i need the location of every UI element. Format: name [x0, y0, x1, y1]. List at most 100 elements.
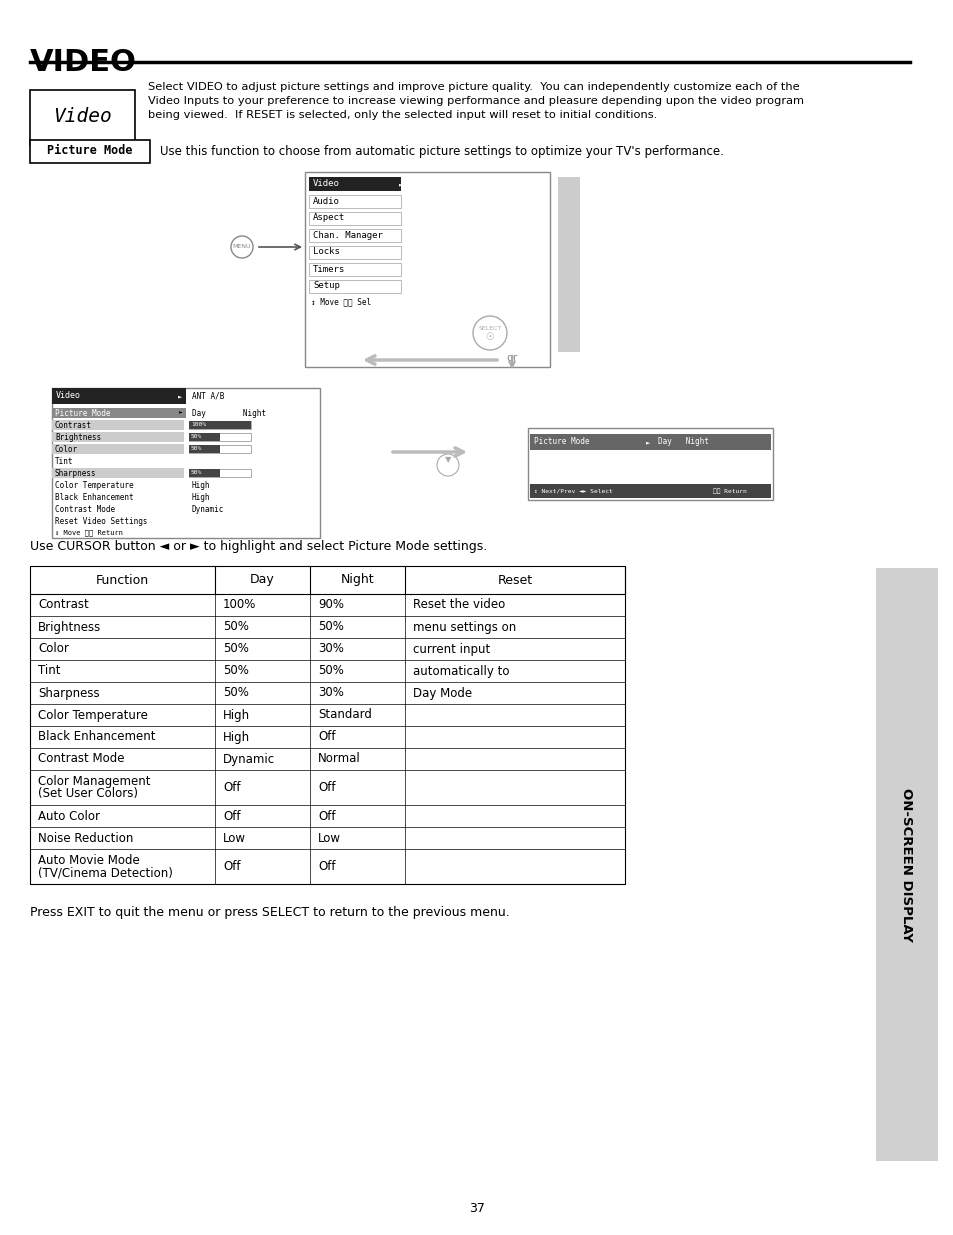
- FancyBboxPatch shape: [52, 388, 319, 538]
- Text: Picture Mode: Picture Mode: [55, 409, 111, 417]
- Text: Off: Off: [317, 730, 335, 743]
- Text: Sharpness: Sharpness: [55, 468, 96, 478]
- Text: Contrast: Contrast: [38, 599, 89, 611]
- Text: 30%: 30%: [317, 687, 343, 699]
- Text: Black Enhancement: Black Enhancement: [38, 730, 155, 743]
- Text: Day        Night: Day Night: [192, 409, 266, 417]
- Text: 30%: 30%: [317, 642, 343, 656]
- Text: Video: Video: [313, 179, 339, 189]
- Bar: [558, 177, 579, 352]
- Text: Contrast Mode: Contrast Mode: [55, 505, 115, 514]
- Text: Auto Color: Auto Color: [38, 809, 100, 823]
- Bar: [309, 228, 400, 242]
- Text: Dynamic: Dynamic: [192, 505, 224, 514]
- Text: VIDEO: VIDEO: [30, 48, 136, 77]
- Text: Tint: Tint: [38, 664, 60, 678]
- Text: Select VIDEO to adjust picture settings and improve picture quality.  You can in: Select VIDEO to adjust picture settings …: [148, 82, 799, 91]
- Text: Reset: Reset: [497, 573, 532, 587]
- Bar: [52, 388, 186, 404]
- Text: Day   Night: Day Night: [658, 437, 708, 447]
- Text: Standard: Standard: [317, 709, 372, 721]
- Text: menu settings on: menu settings on: [413, 620, 516, 634]
- Text: Brightness: Brightness: [55, 432, 101, 441]
- Text: 37: 37: [469, 1202, 484, 1214]
- FancyBboxPatch shape: [30, 140, 150, 163]
- Bar: [189, 433, 251, 441]
- Text: High: High: [223, 709, 250, 721]
- Text: Press EXIT to quit the menu or press SELECT to return to the previous menu.: Press EXIT to quit the menu or press SEL…: [30, 906, 509, 919]
- Text: Color Temperature: Color Temperature: [55, 480, 133, 489]
- Bar: [309, 246, 400, 259]
- Text: ON-SCREEN DISPLAY: ON-SCREEN DISPLAY: [900, 788, 912, 941]
- Text: 50%: 50%: [191, 433, 202, 438]
- Text: 50%: 50%: [317, 664, 343, 678]
- Bar: [309, 280, 400, 293]
- Bar: [189, 421, 251, 429]
- Text: 50%: 50%: [191, 446, 202, 451]
- Bar: [52, 468, 184, 478]
- Text: Setup: Setup: [313, 282, 339, 290]
- Text: Audio: Audio: [313, 196, 339, 205]
- Text: Contrast: Contrast: [55, 420, 91, 430]
- Bar: [52, 420, 184, 430]
- Text: Night: Night: [340, 573, 374, 587]
- Text: High: High: [192, 480, 211, 489]
- Bar: [309, 263, 400, 275]
- Text: SELECT: SELECT: [477, 326, 501, 331]
- Bar: [52, 408, 186, 417]
- Text: 50%: 50%: [223, 642, 249, 656]
- Text: High: High: [223, 730, 250, 743]
- Text: 50%: 50%: [223, 664, 249, 678]
- Text: ►: ►: [645, 438, 650, 445]
- Text: Chan. Manager: Chan. Manager: [313, 231, 382, 240]
- Text: 90%: 90%: [317, 599, 344, 611]
- Text: ☉: ☉: [485, 332, 494, 342]
- Text: ANT A/B: ANT A/B: [192, 391, 224, 400]
- Text: being viewed.  If RESET is selected, only the selected input will reset to initi: being viewed. If RESET is selected, only…: [148, 110, 657, 120]
- Text: Color Management: Color Management: [38, 776, 151, 788]
- Text: Timers: Timers: [313, 264, 345, 273]
- Text: 50%: 50%: [223, 687, 249, 699]
- Text: Low: Low: [223, 831, 246, 845]
- Text: Low: Low: [317, 831, 340, 845]
- Bar: [189, 445, 251, 453]
- Text: ⓈⓁ Return: ⓈⓁ Return: [712, 488, 746, 494]
- Text: ►: ►: [179, 410, 183, 415]
- Text: ↕ Move ⓈⓁ Return: ↕ Move ⓈⓁ Return: [55, 530, 123, 536]
- Text: Noise Reduction: Noise Reduction: [38, 831, 133, 845]
- Text: Use this function to choose from automatic picture settings to optimize your TV': Use this function to choose from automat…: [160, 144, 723, 158]
- FancyBboxPatch shape: [527, 429, 772, 500]
- Text: Tint: Tint: [55, 457, 73, 466]
- Text: Reset the video: Reset the video: [413, 599, 505, 611]
- Bar: [52, 432, 184, 442]
- Text: 50%: 50%: [317, 620, 343, 634]
- Text: 100%: 100%: [191, 421, 206, 426]
- Text: Function: Function: [96, 573, 149, 587]
- Text: Color: Color: [38, 642, 69, 656]
- Text: current input: current input: [413, 642, 490, 656]
- Text: Off: Off: [317, 781, 335, 794]
- Text: Off: Off: [223, 860, 240, 873]
- Text: MENU: MENU: [233, 245, 251, 249]
- Text: Reset Video Settings: Reset Video Settings: [55, 516, 148, 526]
- Text: Contrast Mode: Contrast Mode: [38, 752, 125, 766]
- Text: ↕ Move ⓈⓁ Sel: ↕ Move ⓈⓁ Sel: [311, 298, 371, 306]
- Bar: [309, 195, 400, 207]
- Text: Auto Movie Mode: Auto Movie Mode: [38, 853, 139, 867]
- Text: Use CURSOR button ◄ or ► to highlight and select Picture Mode settings.: Use CURSOR button ◄ or ► to highlight an…: [30, 540, 487, 553]
- Bar: [30, 566, 624, 884]
- Text: Video: Video: [52, 107, 112, 126]
- Text: 50%: 50%: [223, 620, 249, 634]
- Text: Black Enhancement: Black Enhancement: [55, 493, 133, 501]
- Text: (Set User Colors): (Set User Colors): [38, 787, 138, 800]
- Text: High: High: [192, 493, 211, 501]
- Text: Normal: Normal: [317, 752, 360, 766]
- Text: Aspect: Aspect: [313, 214, 345, 222]
- Bar: [189, 445, 220, 453]
- Text: ↕ Next/Prev ◄► Select: ↕ Next/Prev ◄► Select: [534, 489, 612, 494]
- Bar: [309, 177, 400, 191]
- Bar: [309, 212, 400, 225]
- Text: Video Inputs to your preference to increase viewing performance and pleasure dep: Video Inputs to your preference to incre…: [148, 96, 803, 106]
- Text: Picture Mode: Picture Mode: [534, 437, 589, 447]
- Text: Color: Color: [55, 445, 78, 453]
